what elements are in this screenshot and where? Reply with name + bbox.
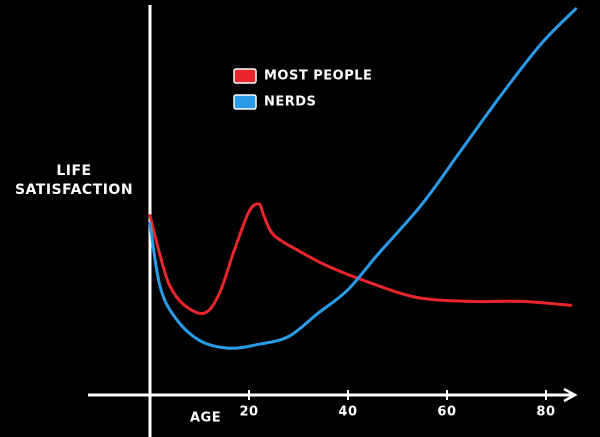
x-tick-label: 20 [239,405,258,420]
legend-label: MOST PEOPLE [264,69,372,84]
legend-label: NERDS [264,95,316,110]
line [148,202,573,316]
line [148,7,578,350]
y-axis-label: LIFE SATISFACTION [14,163,134,198]
legend-swatch [233,94,257,110]
x-axis-label: AGE [190,411,221,426]
x-tick-label: 60 [437,405,456,420]
x-tick-label: 40 [338,405,357,420]
x-tick-label: 80 [536,405,555,420]
x-axis-arrow [563,387,578,403]
legend-swatch [233,68,257,84]
